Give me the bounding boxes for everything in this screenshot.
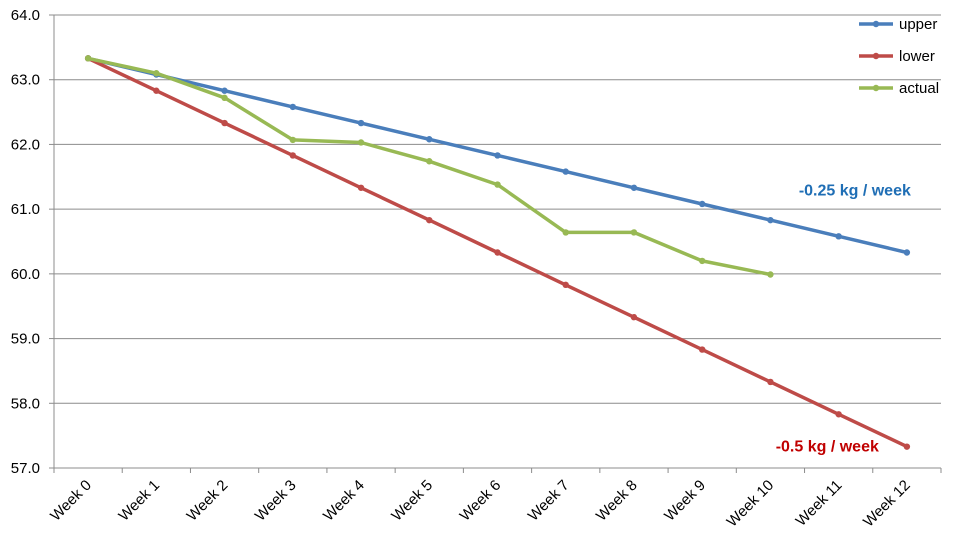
y-tick-label: 61.0	[11, 201, 40, 218]
data-point-actual	[494, 181, 501, 188]
legend-label-upper: upper	[899, 16, 937, 33]
x-tick-label: Week 11	[793, 477, 846, 530]
data-point-upper	[835, 233, 842, 240]
data-point-lower	[698, 346, 706, 353]
data-point-lower	[562, 281, 569, 289]
x-tick-label: Week 4	[320, 477, 368, 525]
series-upper	[84, 55, 911, 256]
data-point-lower	[426, 216, 433, 224]
gridlines	[54, 14, 941, 404]
x-tick-label: Week 0	[47, 477, 95, 525]
y-tick-label: 63.0	[11, 72, 40, 89]
data-point-lower	[767, 378, 774, 386]
data-point-upper	[494, 152, 501, 159]
data-point-lower	[221, 119, 228, 127]
data-point-lower	[494, 249, 501, 256]
data-point-lower	[835, 411, 842, 418]
data-point-actual	[289, 136, 297, 144]
data-point-actual	[84, 55, 92, 62]
x-tick-label: Week 8	[593, 477, 641, 525]
annotation-lower-rate: -0.5 kg / week	[776, 439, 879, 456]
annotation-upper-rate: -0.25 kg / week	[799, 183, 911, 200]
x-tick-label: Week 2	[184, 477, 232, 525]
x-tick-label: Week 3	[252, 477, 300, 525]
x-tick-label: Week 6	[457, 477, 505, 525]
y-tick-label: 64.0	[11, 7, 40, 24]
y-tick-label: 60.0	[11, 266, 40, 283]
y-tick-label: 62.0	[11, 136, 40, 153]
data-point-upper	[903, 249, 911, 256]
series-layer	[84, 55, 911, 450]
data-point-upper	[357, 119, 365, 127]
x-tick-label: Week 10	[724, 477, 778, 531]
data-point-lower	[903, 443, 911, 450]
data-point-actual	[698, 257, 706, 265]
x-axis-ticks: Week 0 Week 1 Week 2 Week 3 Week 4 Week 5 Week…	[47, 468, 942, 531]
data-point-upper	[221, 87, 228, 94]
data-point-actual	[221, 94, 228, 102]
legend-label-actual: actual	[899, 80, 939, 97]
series-line-actual	[86, 56, 773, 277]
data-point-actual	[426, 158, 433, 165]
data-point-lower	[630, 314, 638, 321]
data-point-lower	[357, 184, 365, 191]
legend-marker-upper	[872, 20, 880, 28]
y-tick-label: 57.0	[11, 460, 40, 477]
y-tick-label: 58.0	[11, 395, 40, 412]
series-actual	[84, 55, 774, 278]
x-tick-label: Week 5	[388, 477, 436, 525]
legend: upper lower actual	[859, 16, 939, 97]
data-point-actual	[153, 70, 160, 77]
data-point-upper	[426, 136, 433, 143]
x-tick-label: Week 7	[525, 477, 573, 525]
data-point-lower	[153, 87, 160, 94]
x-tick-label: Week 12	[860, 477, 914, 531]
legend-label-lower: lower	[899, 48, 935, 65]
legend-marker-lower	[872, 52, 880, 60]
data-point-actual	[357, 139, 365, 146]
data-point-upper	[698, 200, 706, 208]
data-point-lower	[289, 152, 297, 159]
x-tick-label: Week 1	[115, 477, 163, 525]
data-point-actual	[562, 229, 569, 236]
data-point-upper	[562, 168, 569, 175]
series-lower	[84, 55, 911, 450]
x-tick-label: Week 9	[661, 477, 709, 525]
data-point-upper	[630, 184, 638, 191]
data-point-upper	[767, 216, 774, 224]
data-point-actual	[630, 229, 638, 236]
y-axis-ticks: 57.0 58.0 59.0 60.0 61.0 62.0 63.0 64.0	[11, 7, 54, 477]
data-point-actual	[767, 271, 774, 278]
data-point-upper	[289, 103, 297, 111]
y-tick-label: 59.0	[11, 331, 40, 348]
legend-marker-actual	[872, 84, 880, 92]
